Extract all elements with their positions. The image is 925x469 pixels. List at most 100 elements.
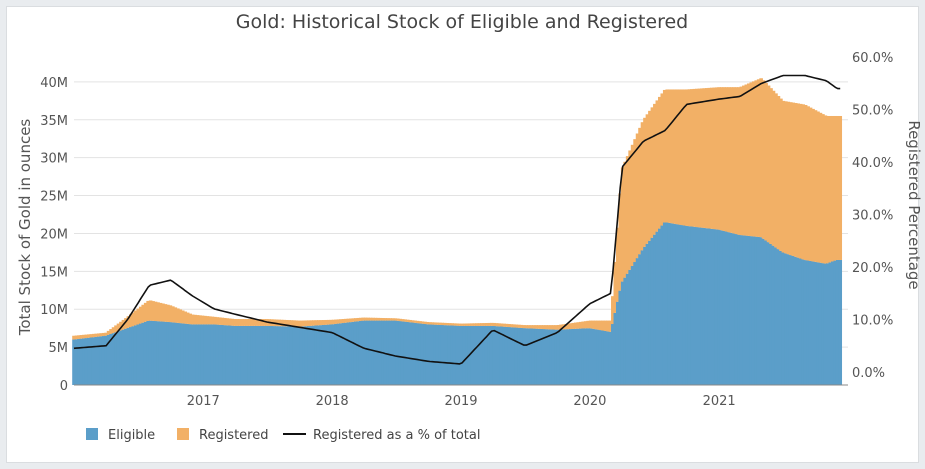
bar-registered <box>724 87 729 232</box>
bar-eligible <box>514 327 519 385</box>
bar-eligible <box>252 325 257 385</box>
bar-registered <box>781 100 786 253</box>
bar-eligible <box>603 330 608 385</box>
bar-registered <box>136 308 141 325</box>
bar-registered <box>220 317 225 325</box>
bar-registered <box>433 322 437 325</box>
bar-registered <box>153 301 158 322</box>
bar-registered <box>339 319 343 324</box>
bar-eligible <box>368 320 373 385</box>
bar-registered <box>803 104 808 261</box>
bar-eligible <box>719 230 724 385</box>
bar-registered <box>129 314 133 328</box>
bar-registered <box>635 133 640 259</box>
bar-registered <box>148 300 153 321</box>
bar-eligible <box>272 326 277 385</box>
bar-eligible <box>440 325 445 385</box>
bar-registered <box>230 318 234 326</box>
bar-registered <box>395 318 400 321</box>
bar-registered <box>667 89 672 223</box>
bar-eligible <box>828 262 833 385</box>
bar-eligible <box>316 325 321 385</box>
bar-registered <box>682 89 687 226</box>
bar-registered <box>324 319 328 325</box>
bar-eligible <box>433 324 437 385</box>
bar-eligible <box>761 238 766 385</box>
bar-eligible <box>99 336 103 385</box>
bar-eligible <box>497 326 501 385</box>
legend-registered-label: Registered <box>199 428 269 443</box>
bar-eligible <box>447 325 452 385</box>
bar-eligible <box>121 329 126 385</box>
bar-registered <box>620 167 625 282</box>
bar-registered <box>494 323 499 327</box>
bar-registered <box>615 227 620 302</box>
bar-eligible <box>764 240 768 385</box>
bar-registered <box>566 323 571 330</box>
bar-registered <box>413 320 417 323</box>
bar-eligible <box>630 265 635 385</box>
bar-registered <box>489 322 494 326</box>
bar-registered <box>420 321 425 324</box>
bar-eligible <box>307 326 311 385</box>
bar-eligible <box>732 233 736 385</box>
bar-registered <box>126 316 131 328</box>
bar-registered <box>252 319 257 326</box>
bar-eligible <box>225 325 230 385</box>
bar-registered <box>690 89 694 227</box>
bar-registered <box>784 101 788 254</box>
bar-eligible <box>361 320 365 385</box>
bar-eligible <box>569 329 573 385</box>
bar-registered <box>386 318 390 321</box>
bar-eligible <box>462 325 467 385</box>
bar-eligible <box>606 331 610 385</box>
bar-eligible <box>494 326 499 385</box>
bar-eligible <box>465 325 469 385</box>
bar-eligible <box>82 338 86 385</box>
bar-eligible <box>586 328 590 385</box>
bar-registered <box>363 317 368 321</box>
bar-registered <box>709 87 714 229</box>
bar-registered <box>638 127 642 255</box>
bar-registered <box>808 107 813 261</box>
bar-registered <box>660 93 665 226</box>
bar-registered <box>329 319 333 325</box>
bar-registered <box>648 110 652 241</box>
bar-eligible <box>697 227 702 385</box>
bar-eligible <box>786 254 791 385</box>
bar-registered <box>361 317 365 321</box>
bar-registered <box>549 325 553 330</box>
bar-eligible <box>336 323 341 385</box>
bar-registered <box>72 335 76 340</box>
bar-registered <box>591 320 595 329</box>
bar-eligible <box>675 224 679 385</box>
bar-registered <box>321 320 326 325</box>
bar-eligible <box>222 325 227 385</box>
bar-registered <box>564 323 568 330</box>
bar-eligible <box>158 321 163 385</box>
bar-eligible <box>581 328 585 385</box>
bar-registered <box>531 325 536 329</box>
bar-registered <box>356 317 361 322</box>
bar-eligible <box>640 250 645 385</box>
bar-eligible <box>687 226 692 385</box>
bar-registered <box>729 87 734 233</box>
bar-registered <box>292 320 296 327</box>
bar-eligible <box>321 324 326 385</box>
bar-registered <box>717 87 721 230</box>
x-tick-label: 2017 <box>187 394 220 409</box>
bar-eligible <box>324 324 328 385</box>
bar-eligible <box>133 325 138 385</box>
bar-registered <box>279 319 284 327</box>
bar-eligible <box>247 325 252 385</box>
bar-registered <box>569 323 573 330</box>
bar-eligible <box>598 330 603 385</box>
bar-registered <box>759 78 763 238</box>
bar-registered <box>611 296 615 325</box>
bar-registered <box>146 300 150 321</box>
y2-tick-label: 50.0% <box>852 104 893 119</box>
bar-eligible <box>803 260 808 385</box>
bar-eligible <box>611 324 615 385</box>
bar-eligible <box>176 322 180 385</box>
bar-registered <box>87 334 91 338</box>
